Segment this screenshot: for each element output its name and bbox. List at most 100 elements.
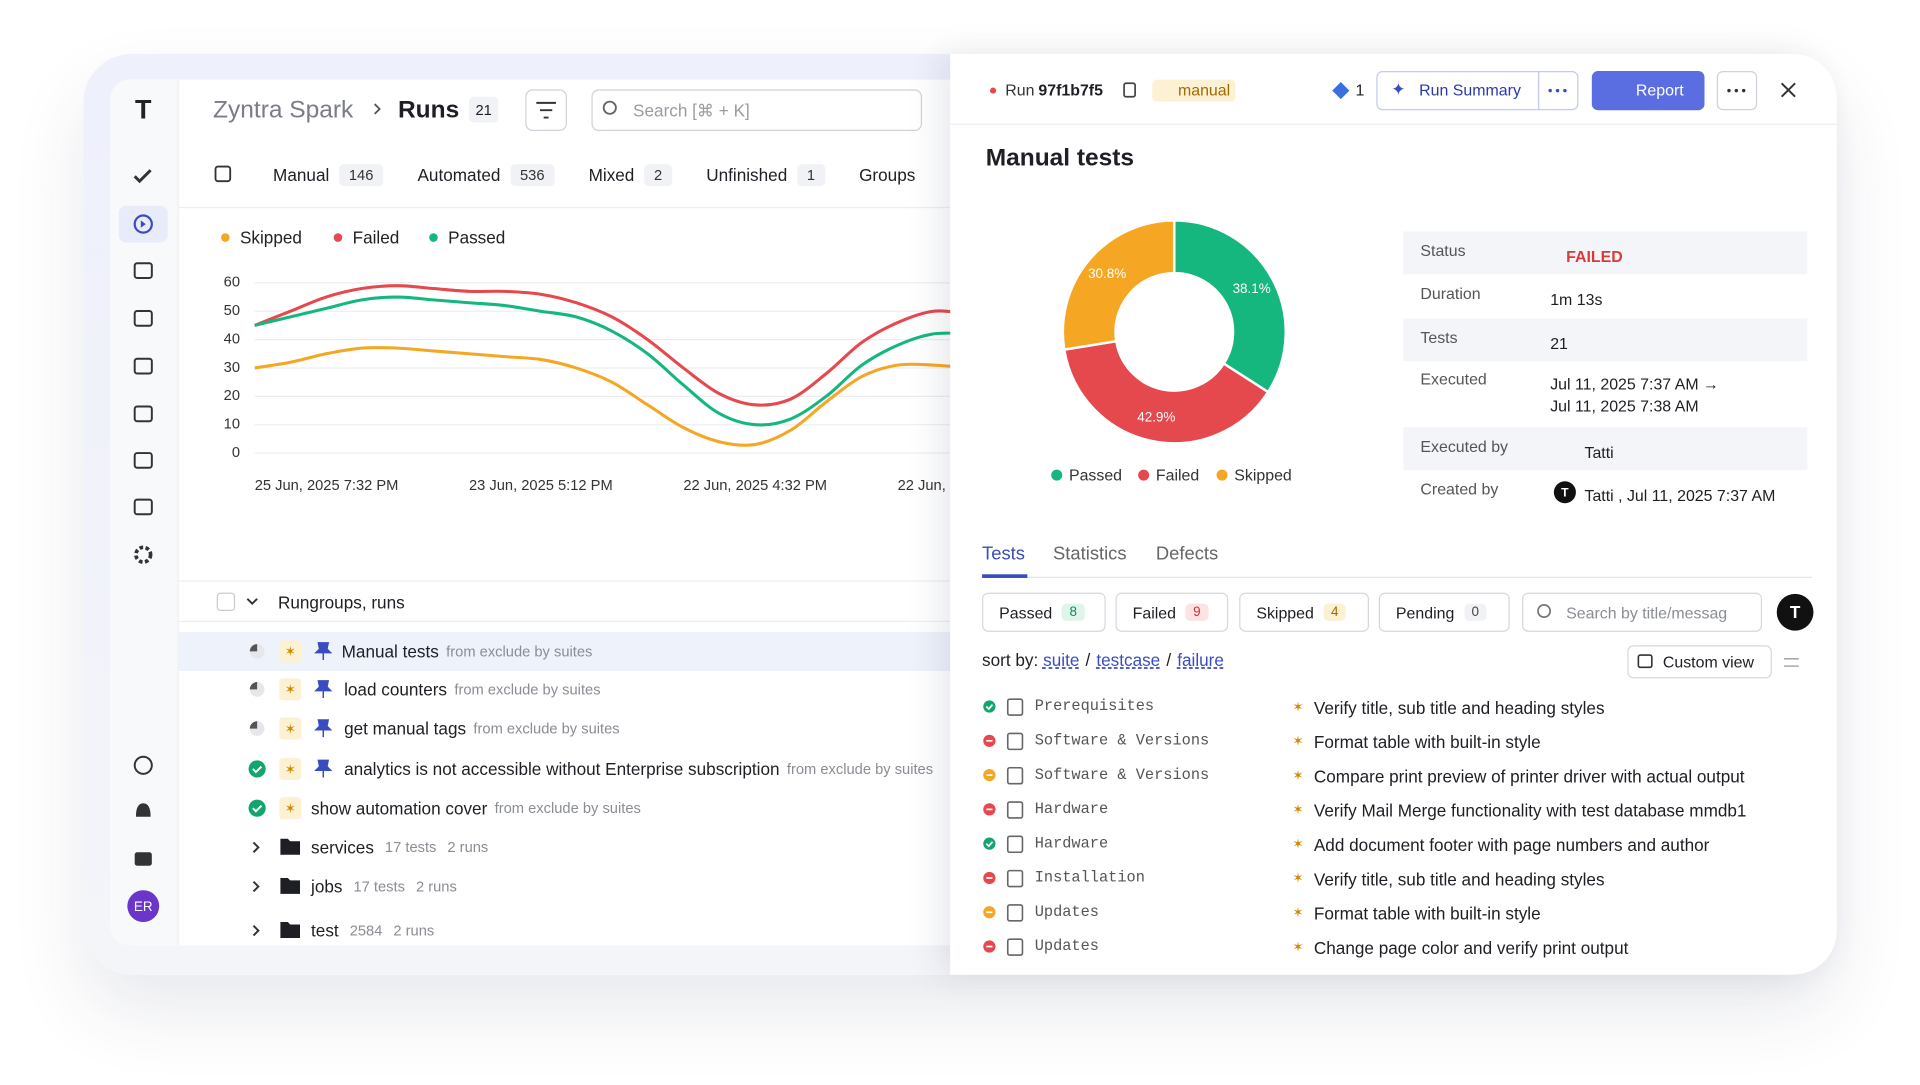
- test-title: Format table with built-in style: [1313, 903, 1541, 924]
- nav-icon: [133, 214, 153, 234]
- detail-value: 21: [1550, 333, 1568, 353]
- tab-label[interactable]: Groups: [859, 165, 916, 185]
- pin-icon: [314, 680, 333, 698]
- sort-sep: /: [1085, 650, 1091, 670]
- report-button[interactable]: [1591, 71, 1705, 111]
- pie-slice: [1173, 219, 1287, 394]
- legend-label: Failed: [1156, 468, 1199, 485]
- sort-option[interactable]: failure: [1177, 650, 1224, 670]
- sort-option[interactable]: suite: [1043, 650, 1080, 670]
- run-source: from exclude by suites: [446, 642, 593, 660]
- folder-name: jobs: [311, 876, 343, 897]
- filter-label: Skipped: [1256, 603, 1314, 622]
- folder-name: services: [311, 837, 374, 858]
- x-tick-label: 23 Jun, 2025 5:12 PM: [469, 478, 613, 494]
- run-title: get manual tags: [344, 718, 467, 739]
- detail-row-bg: [1403, 318, 1808, 362]
- sort-option[interactable]: testcase: [1096, 650, 1161, 670]
- test-suite: Software & Versions: [1034, 732, 1210, 750]
- suite-icon: [1006, 801, 1024, 819]
- more-button[interactable]: [1716, 71, 1758, 111]
- folder-text: services 17 tests 2 runs: [311, 836, 488, 858]
- type-badge: [279, 797, 302, 820]
- type-icon: ✶: [1292, 768, 1303, 783]
- run-text: load counters from exclude by suites: [344, 678, 600, 700]
- chevron: [246, 598, 258, 606]
- dots: [1548, 88, 1552, 93]
- series-line: [254, 295, 970, 427]
- test-suite: Software & Versions: [1034, 766, 1210, 784]
- search-box[interactable]: [591, 89, 923, 132]
- slice-label: 38.1%: [1233, 281, 1271, 296]
- tab-label[interactable]: Unfinished: [706, 165, 788, 185]
- custom-view-button[interactable]: [1627, 645, 1772, 679]
- y-tick-label: 60: [224, 275, 240, 291]
- run-summary-label: Run Summary: [1419, 80, 1521, 100]
- filter-chip[interactable]: [982, 592, 1106, 632]
- filter-text: Skipped 4: [1256, 601, 1346, 623]
- user-initials: ER: [134, 899, 153, 914]
- y-tick-label: 40: [224, 331, 240, 347]
- test-status: [983, 700, 996, 713]
- y-tick-label: 50: [224, 303, 240, 319]
- panel-tab[interactable]: Tests: [982, 543, 1025, 565]
- type-icon: ✶: [285, 644, 296, 659]
- series-line: [254, 284, 970, 407]
- nav-icon: [133, 452, 153, 469]
- checkbox[interactable]: [216, 592, 236, 612]
- settings-icon: [1784, 657, 1799, 667]
- chevron: [252, 841, 260, 853]
- status-icon-half: [249, 644, 258, 652]
- panel-tab[interactable]: Defects: [1155, 543, 1219, 565]
- nav-icon: [133, 169, 152, 184]
- dots: [1727, 88, 1731, 93]
- user-avatar: [127, 890, 160, 923]
- tab-label[interactable]: Manual: [273, 165, 330, 185]
- breadcrumb[interactable]: Zyntra Spark: [213, 96, 354, 124]
- filter-chip[interactable]: [1378, 592, 1510, 632]
- tabs-divider: [178, 206, 951, 209]
- tab-count: 536: [510, 164, 555, 187]
- tab-label[interactable]: Automated: [417, 165, 501, 185]
- panel-title: Manual tests: [985, 144, 1135, 172]
- tab-count: 1: [797, 164, 825, 187]
- tab-label[interactable]: Mixed: [588, 165, 635, 185]
- filter-count: 4: [1323, 603, 1346, 621]
- run-text: analytics is not accessible without Ente…: [344, 758, 933, 780]
- detail-value: Jul 11, 2025 7:38 AM: [1550, 396, 1699, 416]
- panel-tab[interactable]: Statistics: [1053, 543, 1127, 565]
- detail-row-bg: [1403, 427, 1808, 471]
- copy-icon: [1123, 82, 1136, 98]
- run-title: analytics is not accessible without Ente…: [344, 759, 780, 779]
- filter-chip[interactable]: [1115, 592, 1229, 632]
- detail-value: Tatti , Jul 11, 2025 7:37 AM: [1584, 486, 1776, 505]
- logo: T: [135, 95, 152, 125]
- test-suite: Prerequisites: [1034, 697, 1155, 716]
- folder-name: test: [311, 920, 339, 941]
- type-icon: ✶: [1292, 836, 1303, 851]
- filter-button[interactable]: [525, 89, 567, 132]
- report-label: Report: [1635, 80, 1684, 100]
- test-suite: Hardware: [1034, 835, 1109, 853]
- legend-marker: [1051, 469, 1063, 481]
- detail-label: Status: [1420, 240, 1466, 259]
- filter-chip[interactable]: [1239, 592, 1369, 632]
- test-search[interactable]: [1522, 592, 1763, 632]
- detail-label: Executed by: [1420, 436, 1509, 455]
- folder-icon: [280, 922, 300, 938]
- filter-text: Failed 9: [1133, 601, 1209, 623]
- type-icon: ✶: [1292, 699, 1303, 714]
- nav-icon: [135, 803, 151, 817]
- status-icon-half: [249, 721, 258, 729]
- avatar-initial: T: [1561, 486, 1569, 500]
- folder-text: test 2584 2 runs: [311, 920, 434, 942]
- test-title: Change page color and verify print outpu…: [1313, 937, 1629, 958]
- test-status: [983, 837, 996, 850]
- status-icon-half: [249, 682, 258, 690]
- test-suite: Installation: [1034, 869, 1145, 887]
- filter-icon: [536, 101, 556, 119]
- more-button[interactable]: [1537, 71, 1579, 111]
